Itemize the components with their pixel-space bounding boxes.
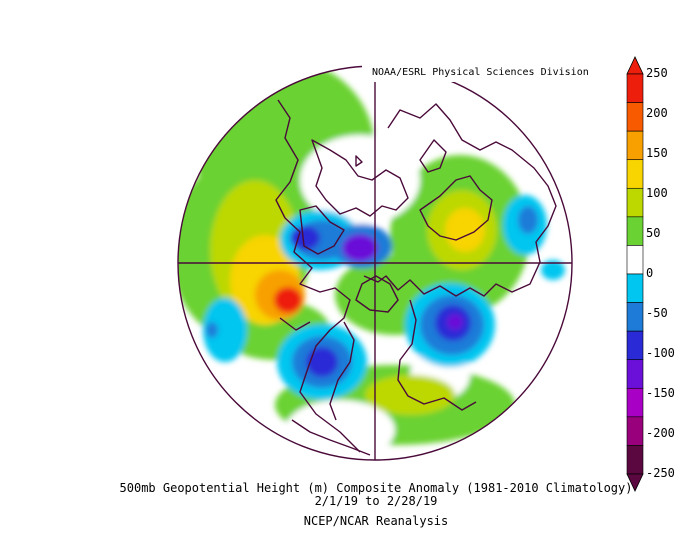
colorbar-swatch: [626, 159, 644, 189]
map-caption-title: 500mb Geopotential Height (m) Composite …: [119, 481, 633, 495]
colorbar-swatch: [626, 445, 644, 475]
colorbar-swatch: [626, 387, 644, 418]
colorbar-tick-label: -100: [646, 346, 675, 360]
colorbar-swatch: [626, 330, 644, 361]
colorbar-tick-label: -150: [646, 386, 675, 400]
colorbar-swatch: [626, 130, 644, 161]
colorbar-tick-label: 50: [646, 226, 661, 240]
colorbar-arrow-min: [626, 473, 644, 492]
colorbar-tick-label: 100: [646, 186, 668, 200]
colorbar-tick-label: 200: [646, 106, 668, 120]
colorbar-swatch: [626, 273, 644, 303]
colorbar-swatch: [626, 416, 644, 446]
colorbar-tick-label: 150: [646, 146, 668, 160]
colorbar-tick-label: -200: [646, 426, 675, 440]
colorbar-swatch: [626, 187, 644, 218]
colorbar-tick-label: -250: [646, 466, 675, 480]
colorbar-arrow-max: [626, 56, 644, 75]
colorbar-swatch: [626, 102, 644, 132]
coastlines: [275, 99, 557, 456]
colorbar-tick-label: -50: [646, 306, 668, 320]
map-caption-dates: 2/1/19 to 2/28/19: [314, 494, 438, 508]
data-source-credit: NOAA/ESRL Physical Sciences Division: [362, 64, 589, 82]
colorbar-tick-label: 0: [646, 266, 654, 280]
colorbar-tick-label: 250: [646, 66, 668, 80]
colorbar-swatch: [626, 302, 644, 332]
colorbar-swatch: [626, 216, 644, 246]
colorbar-swatch: [626, 359, 644, 389]
map-caption-source: NCEP/NCAR Reanalysis: [303, 514, 449, 528]
colorbar-swatch: [626, 73, 644, 103]
color-scale-bar: [626, 56, 644, 492]
colorbar-swatch: [626, 245, 644, 275]
